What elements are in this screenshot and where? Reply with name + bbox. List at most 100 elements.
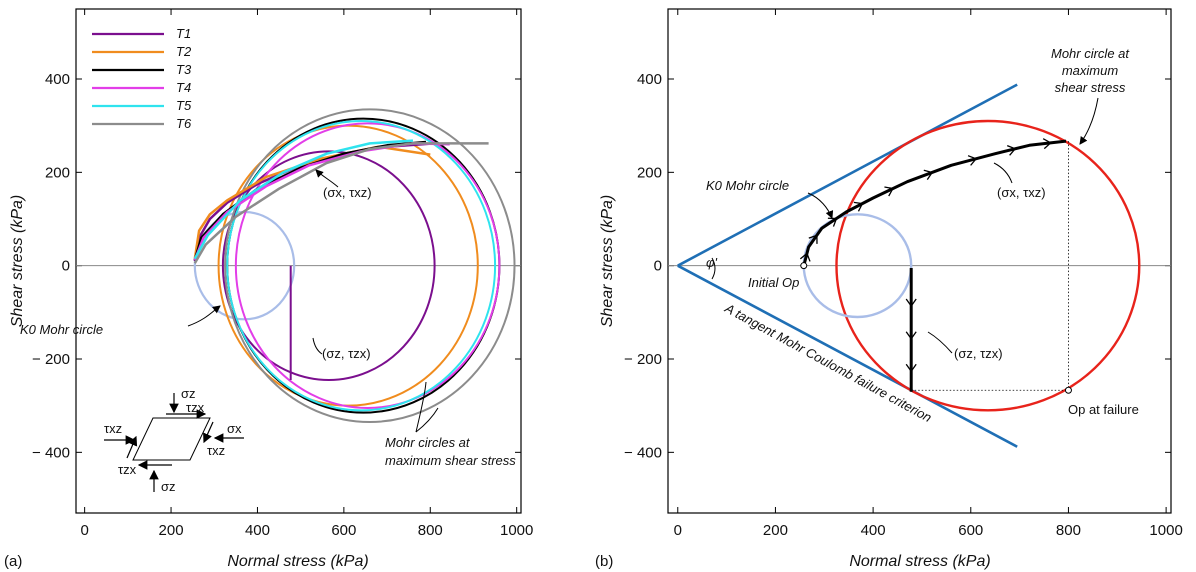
annotation-initial: Initial Op <box>748 275 799 290</box>
y-tick-label: 0 <box>62 258 70 275</box>
annotation-sigma-x: (σx, τxz) <box>323 185 372 200</box>
annotation-k0: K0 Mohr circle <box>20 322 103 337</box>
x-tick-label: 0 <box>674 522 682 539</box>
legend-label-t6: T6 <box>176 116 192 131</box>
x-axis-title: Normal stress (kPa) <box>849 553 990 570</box>
label-tau-xz-left: τxz <box>104 421 122 436</box>
label-sigma-x: σx <box>227 421 242 436</box>
legend-label-t1: T1 <box>176 26 191 41</box>
y-tick-label: 200 <box>45 164 70 181</box>
leader-line <box>415 381 427 433</box>
x-tick-label: 600 <box>958 522 983 539</box>
x-tick-label: 1000 <box>500 522 533 539</box>
x-tick-label: 0 <box>80 522 88 539</box>
leader-line <box>312 337 323 355</box>
path-arrowhead <box>967 155 978 166</box>
panel-tag: (b) <box>595 553 613 570</box>
x-tick-label: 1000 <box>1149 522 1182 539</box>
path-arrowhead <box>799 252 811 262</box>
stress-paths <box>193 139 489 380</box>
failure-envelope-lower <box>677 264 1018 448</box>
annotation-at-failure: Op at failure <box>1068 402 1139 417</box>
path-arrowhead <box>905 331 917 340</box>
tick-group: 0 200 400 600 800 1000 − 400 − 200 0 200 400 <box>32 9 533 539</box>
annotation-sigma-z: (σz, τzx) <box>322 346 371 361</box>
legend-label-t3: T3 <box>176 62 192 77</box>
y-axis-title: Shear stress (kPa) <box>599 195 616 327</box>
leader-line <box>415 407 439 433</box>
failure-point-marker <box>1064 386 1072 394</box>
element-shape <box>132 417 211 461</box>
annotation-k0: K0 Mohr circle <box>706 178 789 193</box>
y-tick-label: − 200 <box>32 351 70 368</box>
annotation-mohr-line-1: Mohr circle at <box>1051 46 1130 61</box>
panel-a: 0 200 400 600 800 1000 − 400 − 200 0 200 400 Norma… <box>4 8 533 570</box>
path-arrowhead <box>1042 138 1052 150</box>
path-arrowhead <box>923 169 934 180</box>
panel-tag: (a) <box>4 553 22 570</box>
legend-label-t5: T5 <box>176 98 192 113</box>
y-tick-label: 200 <box>637 164 662 181</box>
plot-frame <box>667 8 1172 514</box>
path-arrowhead <box>884 186 894 197</box>
annotation-max-1: Mohr circles at <box>385 435 471 450</box>
leader-line <box>1079 97 1099 145</box>
annotation-sigma-z: (σz, τzx) <box>954 346 1003 361</box>
x-tick-label: 200 <box>159 522 184 539</box>
y-tick-label: 400 <box>637 71 662 88</box>
x-tick-label: 400 <box>861 522 886 539</box>
x-axis-title: Normal stress (kPa) <box>227 553 368 570</box>
mohr-circles <box>217 108 516 423</box>
label-sigma-z-bottom: σz <box>161 479 176 494</box>
legend: T1 T2 T3 T4 T5 T6 <box>92 26 192 131</box>
mohr-circle-t4 <box>234 122 501 409</box>
y-tick-label: − 400 <box>624 444 662 461</box>
x-tick-label: 200 <box>763 522 788 539</box>
phi-arc <box>711 257 716 280</box>
x-stress-path <box>802 139 1067 267</box>
mohr-circle-t6 <box>224 108 516 423</box>
mohr-circle-t1 <box>221 150 436 381</box>
y-tick-label: 0 <box>654 258 662 275</box>
stress-path-t5 <box>193 139 414 260</box>
legend-label-t2: T2 <box>176 44 192 59</box>
annotation-mohr-line-3: shear stress <box>1055 80 1126 95</box>
stress-element: σz τzx σx τxz τxz τzx σz <box>104 386 244 494</box>
mohr-circle-t5 <box>226 119 497 412</box>
arrow <box>126 435 138 459</box>
path-arrowhead <box>808 234 818 244</box>
label-tau-zx-bottom: τzx <box>118 462 137 477</box>
leader-line <box>927 331 953 354</box>
y-axis-title: Shear stress (kPa) <box>9 195 26 327</box>
stress-path-t6 <box>193 142 489 264</box>
tick-group: 0 200 400 600 800 1000 − 400 − 200 0 200 400 <box>624 9 1183 539</box>
label-tau-zx-top: τzx <box>186 400 205 415</box>
leader-line <box>807 192 834 219</box>
x-tick-label: 600 <box>331 522 356 539</box>
leader-line <box>993 162 1013 184</box>
y-tick-label: − 400 <box>32 444 70 461</box>
annotation-mohr-line-2: maximum <box>1062 63 1119 78</box>
annotation-criterion: A tangent Mohr Coulomb failure criterion <box>722 300 935 425</box>
legend-label-t4: T4 <box>176 80 191 95</box>
x-tick-label: 800 <box>418 522 443 539</box>
path-arrowhead <box>905 298 917 308</box>
initial-point-marker <box>800 262 808 270</box>
panel-b: 0 200 400 600 800 1000 − 400 − 200 0 200 400 Norma… <box>595 8 1183 570</box>
annotation-sigma-x: (σx, τxz) <box>997 185 1046 200</box>
path-arrowhead <box>853 201 864 212</box>
arrow <box>203 421 214 444</box>
plot-frame <box>75 8 522 514</box>
x-tick-label: 800 <box>1056 522 1081 539</box>
failure-mohr-circle <box>835 119 1141 412</box>
annotation-max-2: maximum shear stress <box>385 453 516 468</box>
label-sigma-z-top: σz <box>181 386 196 401</box>
y-tick-label: 400 <box>45 71 70 88</box>
failure-envelope-upper <box>677 83 1018 267</box>
path-arrowhead <box>905 363 917 373</box>
y-tick-label: − 200 <box>624 351 662 368</box>
leader-line <box>315 169 339 188</box>
plot-shapes <box>677 83 1141 448</box>
x-tick-label: 400 <box>245 522 270 539</box>
